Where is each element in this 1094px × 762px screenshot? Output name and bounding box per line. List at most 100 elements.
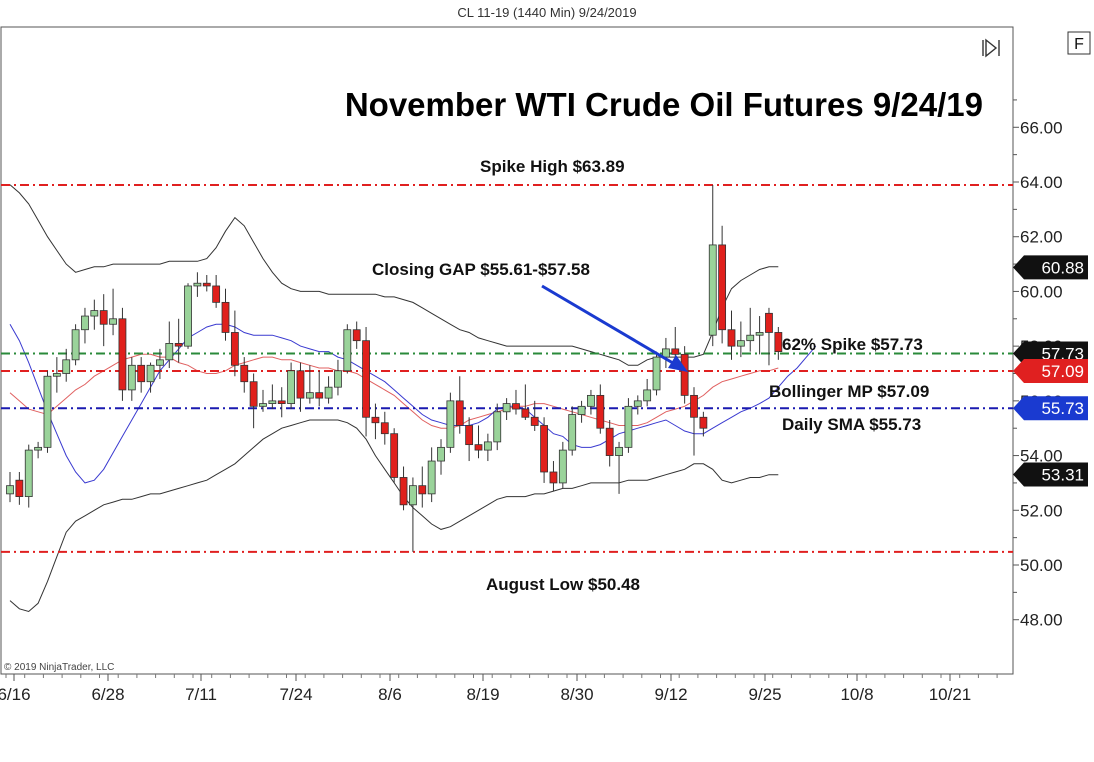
chart-caption: CL 11-19 (1440 Min) 9/24/2019 xyxy=(457,5,637,20)
x-tick-label: 10/21 xyxy=(929,685,972,704)
candle xyxy=(371,403,380,440)
candle xyxy=(474,425,483,459)
candle xyxy=(558,441,567,489)
candle xyxy=(746,307,755,352)
candle xyxy=(352,321,361,349)
candle xyxy=(727,310,736,360)
candle xyxy=(418,466,427,508)
y-tick-label: 66.00 xyxy=(1020,118,1063,137)
candle xyxy=(343,324,352,374)
candle xyxy=(615,441,623,494)
candle xyxy=(249,373,258,429)
bollinger-upper-line xyxy=(9,184,779,366)
svg-text:53.31: 53.31 xyxy=(1041,465,1084,484)
daily-sma-label: Daily SMA $55.73 xyxy=(782,415,921,434)
candle xyxy=(455,376,464,434)
x-tick-label: 6/28 xyxy=(91,685,124,704)
x-tick-label: 9/12 xyxy=(654,685,687,704)
candle xyxy=(521,384,530,421)
candle xyxy=(577,400,586,423)
annotations: Spike High $63.89 Closing GAP $55.61-$57.… xyxy=(372,157,929,594)
f-button-label: F xyxy=(1074,36,1084,53)
x-tick-label: 9/25 xyxy=(748,685,781,704)
candle xyxy=(587,389,595,415)
candle xyxy=(568,406,577,456)
copyright-text: © 2019 NinjaTrader, LLC xyxy=(4,662,114,673)
x-tick-label: 7/24 xyxy=(279,685,312,704)
closing-gap-label: Closing GAP $55.61-$57.58 xyxy=(372,260,590,279)
candle xyxy=(221,288,230,341)
candle xyxy=(71,324,80,366)
price-tag: 60.88 xyxy=(1013,255,1088,280)
candle xyxy=(6,471,14,503)
candle xyxy=(549,461,558,492)
candle xyxy=(99,294,108,347)
scroll-to-end-button[interactable] xyxy=(980,38,1004,58)
candle xyxy=(81,307,89,344)
candle xyxy=(512,389,520,415)
x-tick-label: 8/6 xyxy=(378,685,402,704)
y-tick-label: 52.00 xyxy=(1020,501,1063,520)
candle xyxy=(483,433,492,462)
candle xyxy=(624,398,633,453)
y-tick-label: 54.00 xyxy=(1020,447,1063,466)
candle xyxy=(774,326,783,360)
candle xyxy=(652,351,661,396)
candle xyxy=(446,392,455,453)
candle xyxy=(43,370,52,453)
candle xyxy=(736,321,745,358)
candle xyxy=(24,444,33,508)
chart-title: November WTI Crude Oil Futures 9/24/19 xyxy=(345,86,983,123)
spike-62-label: 62% Spike $57.73 xyxy=(782,335,923,354)
candle xyxy=(493,403,502,451)
candle xyxy=(605,420,614,467)
candle xyxy=(174,318,183,363)
spike-high-label: Spike High $63.89 xyxy=(480,157,625,176)
candle xyxy=(596,384,605,434)
x-tick-label: 7/11 xyxy=(185,685,217,704)
candle xyxy=(34,441,43,459)
candles xyxy=(6,185,783,552)
candle xyxy=(315,370,324,407)
candle xyxy=(137,357,146,393)
candle xyxy=(427,447,436,503)
price-tag: 57.09 xyxy=(1013,359,1088,384)
candle xyxy=(109,288,117,336)
candle xyxy=(324,376,333,404)
x-tick-label: 8/19 xyxy=(466,685,499,704)
candle xyxy=(690,387,698,456)
price-tag: 53.31 xyxy=(1013,462,1088,487)
y-tick-label: 60.00 xyxy=(1020,282,1063,301)
svg-text:57.09: 57.09 xyxy=(1041,362,1084,381)
candle xyxy=(62,348,71,382)
candle xyxy=(296,362,305,412)
candle xyxy=(699,411,708,437)
play-to-end-icon xyxy=(982,38,1000,58)
x-tick-label: 10/8 xyxy=(840,685,873,704)
candle xyxy=(680,346,689,404)
candle xyxy=(240,357,249,393)
y-tick-label: 50.00 xyxy=(1020,556,1063,575)
candle xyxy=(202,275,211,292)
candle xyxy=(15,471,24,505)
f-button[interactable]: F xyxy=(1067,31,1091,55)
candle xyxy=(409,477,417,552)
candle xyxy=(399,466,408,511)
level-lines xyxy=(1,184,1013,553)
candle xyxy=(184,283,192,349)
candle xyxy=(52,357,61,393)
candle xyxy=(268,384,277,410)
candle xyxy=(193,272,202,297)
candle xyxy=(465,417,474,462)
candle xyxy=(540,417,548,483)
candle xyxy=(380,411,389,445)
candle xyxy=(259,389,267,412)
candle xyxy=(643,378,652,407)
candle xyxy=(90,299,99,330)
candle xyxy=(287,362,296,410)
candle xyxy=(718,225,727,344)
candle xyxy=(708,185,717,347)
gap-arrow xyxy=(541,284,688,372)
